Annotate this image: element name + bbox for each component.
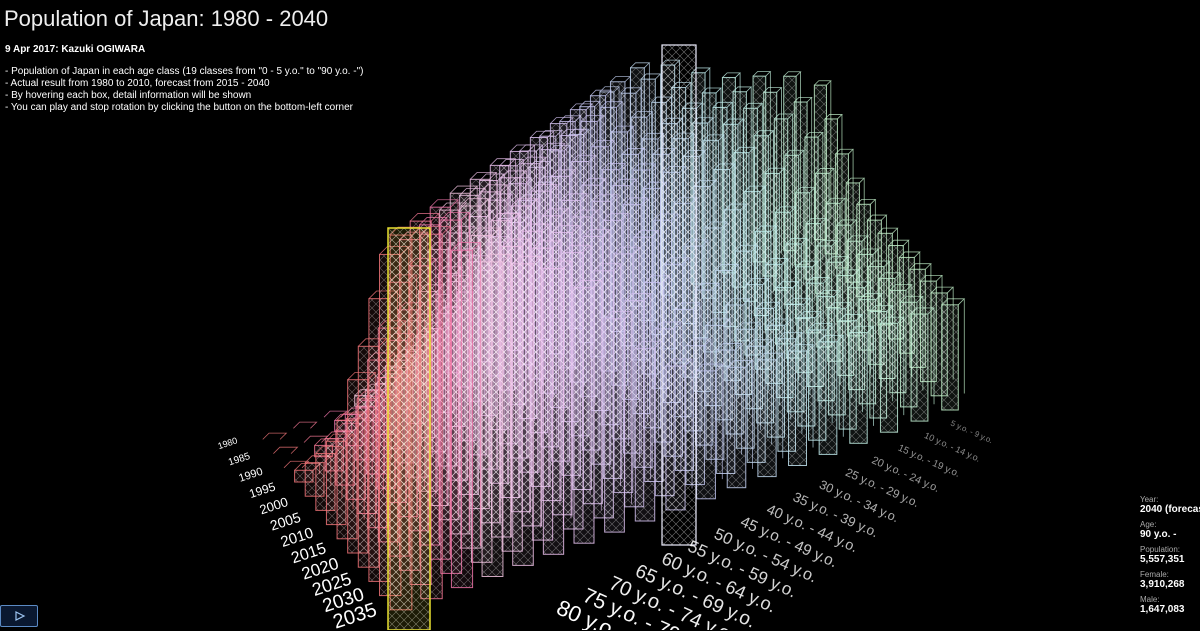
year-label: 1990	[237, 466, 264, 485]
wire-box	[726, 366, 747, 489]
wire-box-top	[849, 325, 875, 426]
wire-box-shade	[880, 323, 898, 433]
byline: 9 Apr 2017: Kazuki OGIWARA	[5, 44, 146, 55]
wire-box-shade	[635, 348, 655, 521]
wire-box-top	[788, 344, 814, 448]
boxes	[262, 44, 966, 630]
wire-box-top	[604, 311, 633, 504]
info-label: Male:	[1140, 595, 1160, 604]
wire-box-shade	[696, 370, 716, 499]
wire-box-shade	[941, 304, 959, 410]
info-value: 3,910,268	[1140, 579, 1185, 590]
wire-box-top	[880, 316, 905, 416]
highlight-column-tint	[388, 228, 430, 630]
wire-box-top	[941, 298, 966, 394]
wire-box-top	[543, 260, 572, 519]
wire-box-shade	[757, 359, 777, 477]
wire-box	[788, 350, 807, 467]
note-line: - Actual result from 1980 to 2010, forec…	[5, 78, 270, 89]
play-button[interactable]	[0, 605, 38, 627]
wire-box-top	[273, 446, 299, 454]
info-label: Year:	[1140, 495, 1159, 504]
wire-box-shade	[911, 314, 928, 422]
wire-box	[450, 249, 474, 589]
wire-box-top	[726, 360, 754, 469]
wire-box	[512, 263, 534, 566]
info-value: 2040 (forecast)	[1140, 504, 1200, 515]
wire-box-top	[512, 255, 542, 528]
wire-box-shade	[451, 250, 473, 588]
wire-box-top	[757, 352, 784, 459]
wire-box	[849, 332, 868, 444]
year-label: 1980	[216, 435, 238, 451]
wire-box	[604, 318, 625, 533]
note-line: - Population of Japan in each age class …	[5, 66, 364, 77]
play-icon[interactable]	[1, 606, 37, 626]
wire-box	[941, 304, 959, 411]
info-label: Female:	[1140, 570, 1169, 579]
wire-box	[481, 261, 504, 577]
wire-box	[757, 359, 777, 478]
note-line: - By hovering each box, detail informati…	[5, 90, 252, 101]
wire-box-shade	[727, 367, 746, 488]
wire-box-shade	[574, 287, 594, 544]
wire-box	[818, 341, 838, 455]
wire-box-shade	[482, 261, 503, 577]
notes: - Population of Japan in each age class …	[5, 66, 363, 114]
note-line: - You can play and stop rotation by clic…	[5, 102, 353, 113]
highlight-column	[387, 227, 431, 630]
wire-box-top	[293, 421, 318, 429]
info-value: 90 y.o. -	[1140, 529, 1177, 540]
wire-box-top	[262, 432, 288, 440]
year-label: 1985	[227, 451, 252, 468]
wire-box-top	[818, 335, 845, 437]
wire-box-shade	[543, 268, 564, 555]
tall-column	[661, 44, 697, 546]
info-label: Age:	[1140, 520, 1157, 529]
wire-box-shade	[294, 470, 314, 482]
wire-box-shade	[849, 332, 868, 444]
wire-box	[634, 347, 656, 522]
wire-box	[573, 287, 595, 544]
wire-box-top	[481, 253, 512, 538]
wire-box	[542, 267, 565, 555]
wire-box-top	[451, 242, 482, 547]
age-label: 5 y.o. - 9 y.o.	[949, 419, 994, 446]
wire-box-shade	[788, 351, 807, 466]
wire-box-shade	[512, 263, 534, 566]
info-value: 1,647,083	[1140, 604, 1185, 615]
wire-box	[879, 322, 899, 433]
info-value: 5,557,351	[1140, 554, 1185, 565]
info-label: Population:	[1140, 545, 1181, 554]
title: Population of Japan: 1980 - 2040	[4, 6, 329, 31]
wire-box-top	[573, 280, 603, 511]
wire-box-shade	[604, 318, 625, 533]
info-panel: Year:2040 (forecast) Age:90 y.o. - Populat…	[1140, 490, 1200, 615]
wire-box-shade	[819, 341, 837, 455]
wire-box	[910, 313, 929, 422]
wire-box-shade	[314, 445, 333, 457]
wire-box-top	[696, 363, 724, 480]
wire-box-top	[910, 307, 935, 405]
